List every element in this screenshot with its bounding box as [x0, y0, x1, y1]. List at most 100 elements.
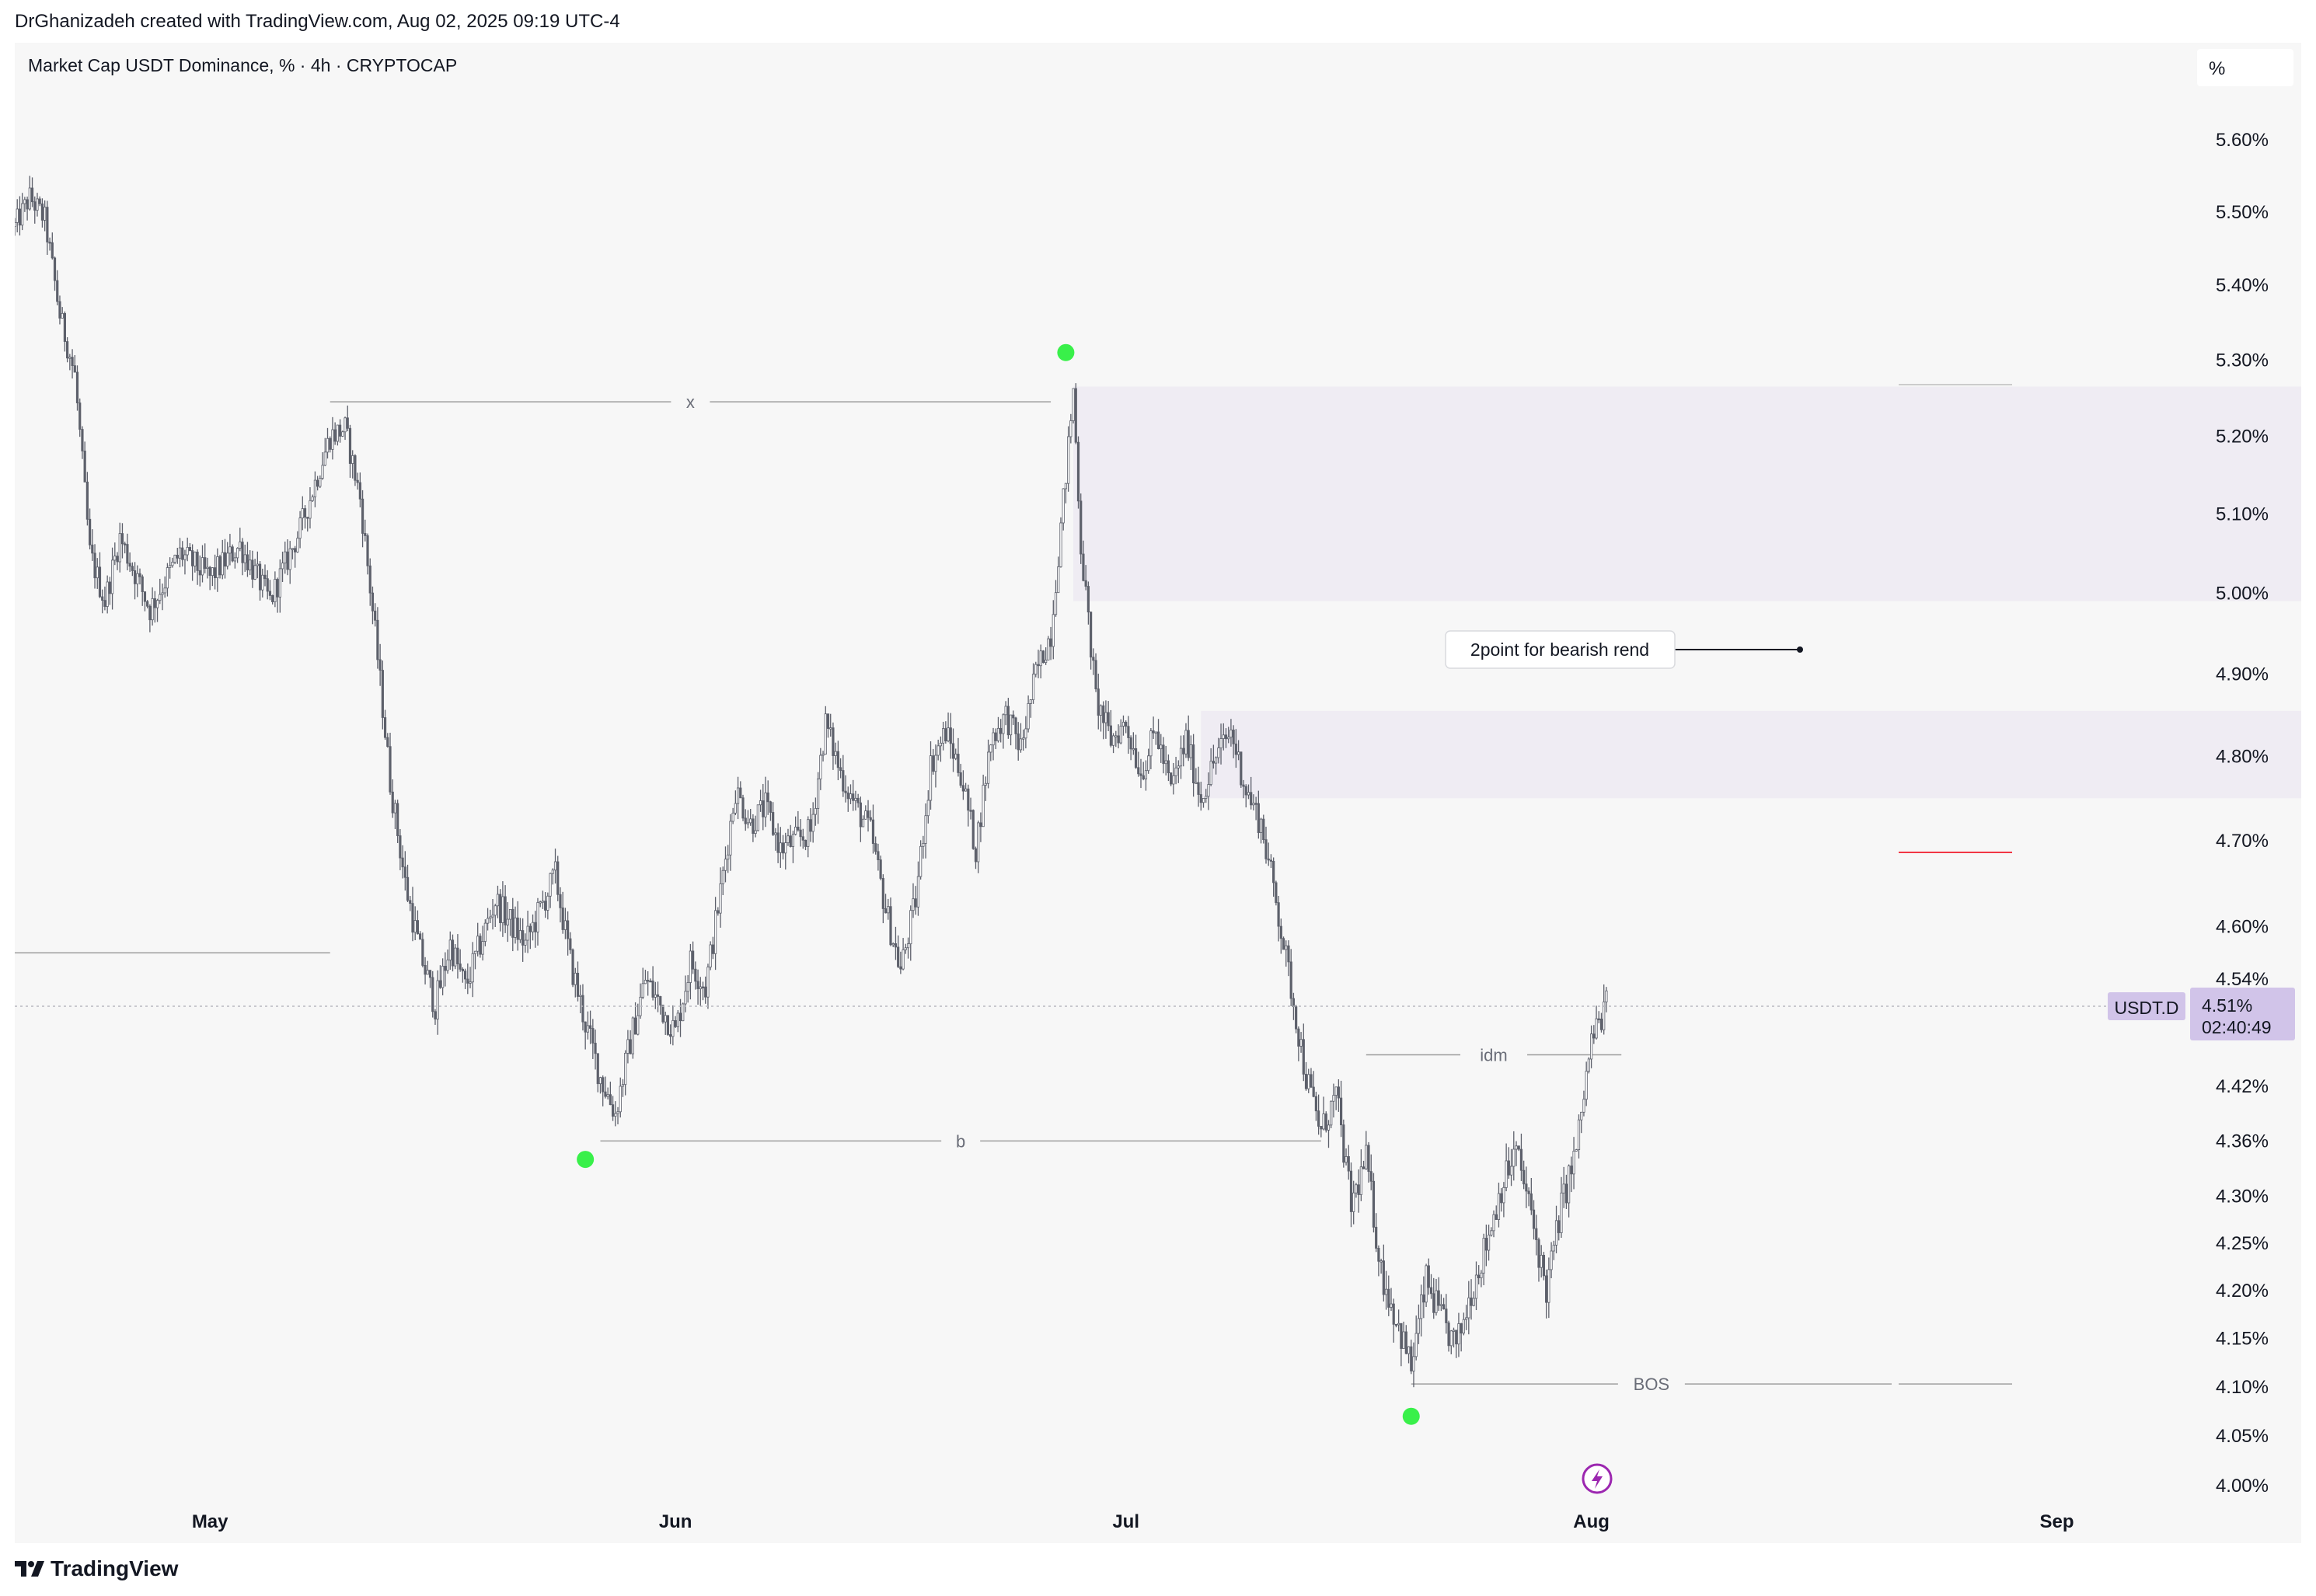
candle-body [589, 1025, 592, 1029]
candle-body [471, 953, 474, 983]
candle-body [844, 790, 847, 793]
candle-body [78, 402, 82, 430]
candle-body [1474, 1274, 1478, 1299]
supply-zone[interactable] [1201, 710, 2316, 799]
candle-body [516, 917, 519, 940]
time-tick-label: Aug [1573, 1511, 1610, 1532]
scale-unit-label[interactable]: % [2209, 58, 2225, 79]
candle-body [251, 559, 254, 580]
note-callout[interactable]: 2point for bearish rend [1445, 630, 1803, 669]
candle-body [419, 933, 422, 940]
candle-body [464, 970, 467, 980]
price-tick-label: 5.20% [2216, 426, 2269, 447]
candle-body [1076, 441, 1080, 502]
candle-body [839, 767, 842, 771]
candle-body [120, 533, 124, 545]
candle-body [1382, 1260, 1385, 1295]
scale-unit-button-bg[interactable] [2197, 49, 2293, 86]
candle-body [1545, 1275, 1548, 1303]
candle-body [151, 598, 154, 621]
candle-body [138, 573, 141, 577]
level-label-x: x [686, 392, 695, 412]
candle-body [1547, 1269, 1550, 1303]
candle-body [44, 207, 47, 221]
candle-body [1455, 1329, 1458, 1345]
candle-body [1264, 839, 1268, 859]
note-anchor[interactable] [1797, 646, 1803, 653]
price-axis[interactable]: 5.60% 5.50% 5.40% 5.30% 5.20% 5.10% 5.00% 4.90%… [2216, 130, 2269, 1497]
candle-body [261, 574, 264, 591]
candle-body [1422, 1294, 1425, 1303]
candle-body [692, 950, 695, 970]
candle-body [686, 982, 689, 992]
candle-body [1482, 1238, 1485, 1274]
candle-body [1560, 1192, 1563, 1233]
pivot-point[interactable] [1402, 1407, 1420, 1425]
candle-body [1069, 420, 1073, 437]
candle-body [133, 570, 137, 584]
candle-body [1330, 1100, 1333, 1126]
bolt-event-marker[interactable] [1582, 1463, 1613, 1494]
candle-body [351, 455, 354, 464]
candle-body [1057, 566, 1060, 594]
price-tag-bg[interactable] [2190, 988, 2295, 1040]
candle-body [1467, 1297, 1470, 1319]
candle-body [518, 930, 522, 940]
chart-area[interactable]: x b idm BOS 5.60% 5.50% 5.40% 5.30% 5.20% 5.10% 5… [13, 43, 2316, 1543]
candle-body [849, 793, 853, 800]
last-price-tag[interactable]: USDT.D 4.51% 02:40:49 [15, 988, 2295, 1040]
candle-body [1267, 858, 1270, 861]
candle-body [1199, 794, 1202, 803]
candle-body [807, 819, 810, 847]
candle-body [18, 208, 22, 226]
candle-body [436, 980, 439, 1019]
candle-body [1292, 998, 1296, 1008]
candle-body [124, 543, 127, 545]
tradingview-logo[interactable]: TradingView [15, 1556, 178, 1581]
supply-zone[interactable] [1073, 386, 2316, 601]
candle-body [676, 1012, 679, 1027]
symbol-tag-bg[interactable] [2108, 992, 2185, 1020]
candle-body [399, 835, 402, 859]
candle-body [524, 939, 527, 946]
candle-body [319, 478, 322, 487]
candle-body [967, 788, 970, 811]
pivot-point[interactable] [1057, 343, 1075, 361]
candle-body [1314, 1096, 1317, 1112]
candle-body [233, 557, 236, 562]
candle-body [159, 594, 162, 601]
candle-body [957, 754, 960, 773]
time-axis[interactable]: May Jun Jul Aug Sep [192, 1511, 2074, 1532]
candle-body [626, 1039, 630, 1054]
candle-body [374, 610, 377, 621]
candle-body [243, 554, 246, 563]
candle-body [842, 770, 845, 792]
candle-body [553, 861, 557, 871]
candle-body [581, 995, 584, 1023]
candle-body [1052, 614, 1055, 647]
candle-body [1094, 660, 1097, 690]
candle-body [651, 981, 654, 998]
scale-unit-button[interactable]: % [2197, 49, 2293, 86]
note-box[interactable] [1445, 630, 1676, 669]
candle-body [40, 203, 44, 221]
candle-body [1230, 730, 1233, 738]
candle-body [1452, 1329, 1456, 1332]
candle-body [428, 970, 432, 978]
candle-body [141, 576, 144, 592]
candle-body [809, 819, 812, 832]
price-tick-label: 4.90% [2216, 664, 2269, 685]
candle-body [647, 980, 650, 982]
candle-body [1307, 1074, 1310, 1089]
candle-body [48, 242, 51, 244]
candle-body [1337, 1086, 1340, 1099]
candle-body [1289, 961, 1292, 999]
pivot-point[interactable] [577, 1151, 595, 1169]
candle-body [641, 983, 644, 998]
candle-body [666, 1015, 670, 1035]
candle-body [1160, 744, 1163, 750]
candle-body [1517, 1145, 1520, 1150]
candle-body [819, 754, 822, 779]
candle-body [949, 727, 952, 744]
